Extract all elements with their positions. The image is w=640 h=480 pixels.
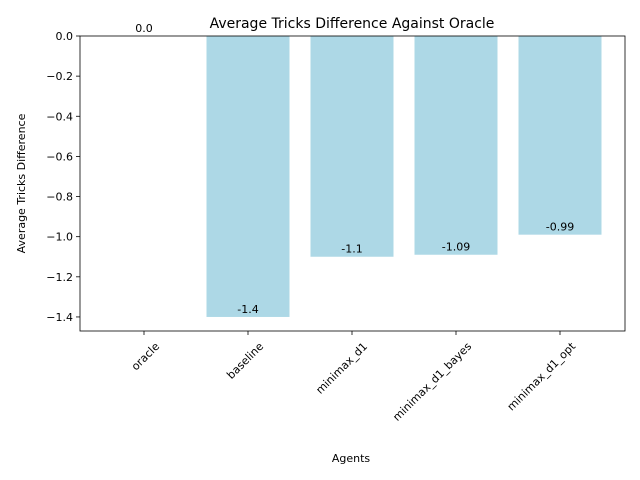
plot-frame <box>79 35 626 332</box>
bar-minimax_d1_opt <box>518 36 602 235</box>
x-tick-label-baseline: baseline <box>224 340 266 382</box>
y-axis: 0.0 −0.2 −0.4 −0.6 −0.8 −1.0 −1.2 −1.4 <box>46 30 80 324</box>
x-axis: oracle baseline minimax_d1 minimax_d1_bayes… <box>129 331 579 424</box>
y-axis-label: Average Tricks Difference <box>15 113 28 253</box>
bar-minimax_d1 <box>310 36 394 257</box>
x-tick-label-minimax_d1: minimax_d1 <box>313 340 370 397</box>
y-tick-label: −0.4 <box>46 110 73 123</box>
bar-value-label-minimax_d1_opt: -0.99 <box>546 221 574 234</box>
bars-group <box>206 36 602 317</box>
x-axis-label: Agents <box>332 452 371 465</box>
x-tick-label-minimax_d1_bayes: minimax_d1_bayes <box>390 340 474 424</box>
bar-value-label-minimax_d1_bayes: -1.09 <box>442 241 470 254</box>
y-tick-label: −1.0 <box>46 231 73 244</box>
bar-value-label-baseline: -1.4 <box>237 303 258 316</box>
bar-minimax_d1_bayes <box>414 36 498 255</box>
y-tick-label: −1.2 <box>46 271 73 284</box>
x-tick-label-minimax_d1_opt: minimax_d1_opt <box>505 339 579 413</box>
bar-value-label-oracle: 0.0 <box>135 22 153 35</box>
chart-title: Average Tricks Difference Against Oracle <box>210 16 495 32</box>
y-tick-label: −0.6 <box>46 150 73 163</box>
y-tick-label: 0.0 <box>56 30 74 43</box>
y-tick-label: −0.2 <box>46 70 73 83</box>
bar-value-label-minimax_d1: -1.1 <box>341 243 362 256</box>
bar-baseline <box>206 36 290 317</box>
x-tick-label-oracle: oracle <box>129 340 162 373</box>
y-tick-label: −0.8 <box>46 191 73 204</box>
y-tick-label: −1.4 <box>46 311 73 324</box>
bar-value-labels: 0.0 -1.4 -1.1 -1.09 -0.99 <box>135 22 574 316</box>
